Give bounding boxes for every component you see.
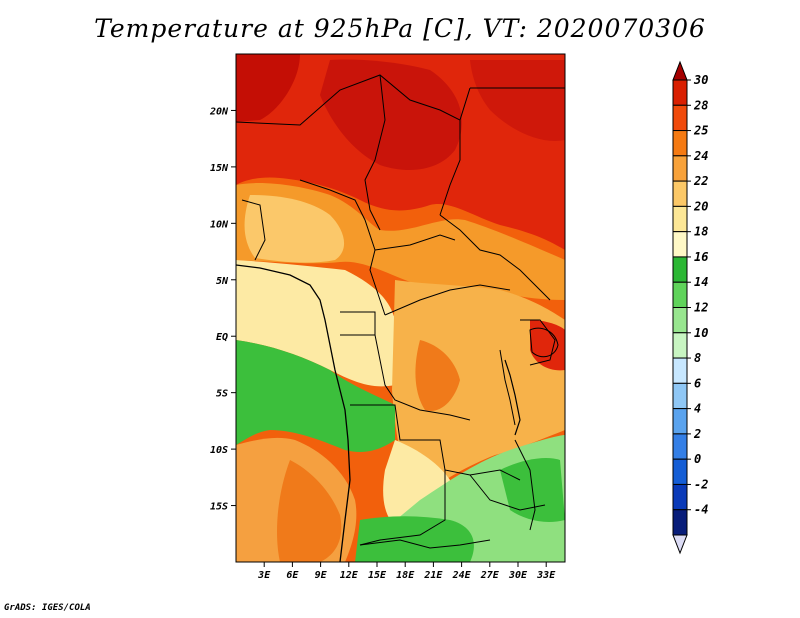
field-20	[236, 260, 395, 387]
colorbar-label: 4	[694, 402, 701, 416]
colorbar-label: 12	[694, 301, 708, 315]
colorbar-label: 0	[694, 452, 701, 466]
x-tick-label: 9E	[315, 570, 328, 581]
y-tick-label: 5S	[216, 389, 228, 400]
y-tick-label: 10N	[210, 219, 229, 230]
lake-tanganyika	[504, 359, 521, 436]
colorbar-label: -4	[694, 503, 708, 517]
colorbar-box	[672, 458, 688, 485]
grads-credit: GrADS: IGES/COLA	[4, 603, 91, 613]
border-car-chad	[374, 234, 456, 251]
colorbar-label: 14	[694, 275, 708, 289]
border-nigeria-cameroon	[299, 179, 386, 316]
y-tick-label: 15S	[210, 502, 228, 513]
map-frame	[235, 53, 566, 563]
border-niger-chad	[364, 74, 386, 231]
border-angola	[350, 404, 521, 481]
country-borders	[236, 74, 565, 562]
x-tick-label: 3E	[257, 570, 271, 581]
colorbar-label: 2	[693, 427, 701, 441]
border-angola-zambia	[359, 470, 446, 546]
x-tick-label: 12E	[340, 570, 359, 581]
x-axis: 3E 6E 9E 12E 15E 18E 21E 24E 27E 30E 33E	[257, 562, 556, 581]
colorbar-box	[672, 256, 688, 283]
colorbar-box	[672, 281, 688, 309]
colorbar-box	[672, 509, 688, 536]
chart-title: Temperature at 925hPa [C], VT: 202007030…	[94, 14, 706, 43]
x-tick-label: 6E	[286, 570, 299, 581]
border-zambia-north	[469, 474, 546, 511]
x-tick-label: 30E	[508, 570, 528, 581]
border-sahel-north	[236, 74, 461, 216]
x-tick-label: 21E	[423, 570, 443, 581]
colorbar-label: 24	[693, 149, 708, 163]
lake-victoria	[529, 327, 559, 358]
colorbar-bottom-arrow	[672, 534, 688, 555]
field-30-west	[236, 54, 300, 122]
colorbar-box	[672, 180, 688, 207]
field-16-coast	[236, 340, 395, 452]
field-30-east	[470, 60, 565, 141]
border-drc-east	[499, 349, 516, 426]
colorbar-box	[672, 357, 688, 384]
x-tick-label: 33E	[536, 570, 556, 581]
border-namibia	[359, 539, 491, 549]
border-sudan-south	[439, 214, 551, 301]
colorbar-box	[672, 104, 688, 132]
y-tick-label: 10S	[210, 445, 228, 456]
colorbar-box	[672, 231, 688, 258]
border-libya-sudan	[459, 87, 471, 121]
colorbar-label: 28	[693, 98, 708, 112]
border-gabon	[340, 311, 376, 336]
lake-malawi	[514, 439, 536, 531]
colorbar-label: 16	[694, 250, 708, 264]
colorbar-label: -2	[694, 477, 708, 491]
field-22-west	[244, 195, 345, 263]
colorbar-label: 18	[694, 225, 708, 239]
colorbar-label: 20	[693, 199, 708, 213]
colorbar-top-arrow	[672, 60, 688, 81]
field-25-south-west	[277, 460, 342, 562]
field-16-south	[355, 516, 474, 562]
colorbar-box	[672, 155, 688, 182]
colorbar-label: 8	[694, 351, 701, 365]
y-tick-label: EQ	[216, 332, 228, 343]
colorbar-box	[672, 483, 688, 511]
colorbar-box	[672, 408, 688, 435]
border-uganda	[520, 319, 556, 366]
field-30-central	[320, 59, 462, 170]
colorbar-box	[672, 433, 688, 460]
x-tick-label: 18E	[396, 570, 415, 581]
x-tick-label: 24E	[452, 570, 472, 581]
field-25-central	[415, 340, 460, 411]
x-tick-label: 15E	[368, 570, 387, 581]
border-benin	[241, 199, 266, 261]
colorbar-box	[672, 382, 688, 410]
colorbar-box	[672, 79, 688, 106]
border-congo	[374, 334, 471, 421]
y-tick-label: 15N	[210, 163, 229, 174]
coastline	[236, 264, 351, 562]
colorbar-label: 30	[693, 73, 708, 87]
colorbar-label: 22	[693, 174, 708, 188]
colorbar-box	[672, 332, 688, 359]
x-tick-label: 27E	[480, 570, 500, 581]
field-24-central	[392, 280, 565, 500]
y-tick-label: 5N	[216, 276, 229, 287]
colorbar-label: 25	[693, 124, 708, 138]
colorbar-box	[672, 307, 688, 334]
field-28-lake	[530, 320, 565, 371]
y-axis: 20N 15N 10N 5N EQ 5S 10S 15S	[209, 106, 236, 513]
y-tick-label: 20N	[209, 106, 229, 117]
colorbar-box	[672, 130, 688, 157]
colorbar-box	[672, 205, 688, 233]
colorbar-label: 10	[694, 326, 708, 340]
border-car-drc	[384, 284, 511, 316]
colorbar-label: 6	[694, 376, 701, 390]
